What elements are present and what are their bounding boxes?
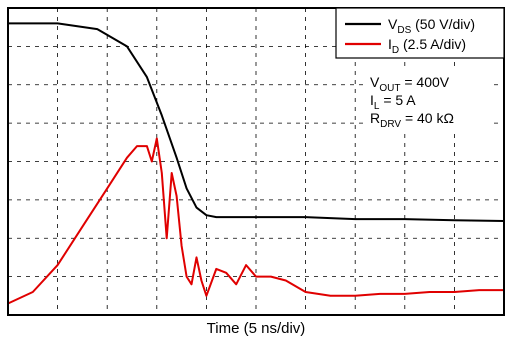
x-axis-label: Time (5 ns/div) <box>206 320 306 337</box>
legend-entry: VDS (50 V/div) <box>388 16 475 36</box>
annotation-text: IL = 5 A <box>370 92 416 112</box>
legend: VDS (50 V/div)ID (2.5 A/div) <box>335 7 505 59</box>
legend-entry: ID (2.5 A/div) <box>388 36 466 56</box>
grid <box>8 8 504 315</box>
legend-box <box>335 7 505 59</box>
annotation-text: RDRV = 40 kΩ <box>370 110 454 130</box>
trace-id <box>7 137 504 305</box>
traces <box>7 22 505 305</box>
annotation-text: VOUT = 400V <box>370 74 450 94</box>
plot-border <box>7 7 505 316</box>
annotation-background <box>363 68 493 130</box>
plot-frame <box>7 7 505 316</box>
trace-vds <box>8 22 505 222</box>
